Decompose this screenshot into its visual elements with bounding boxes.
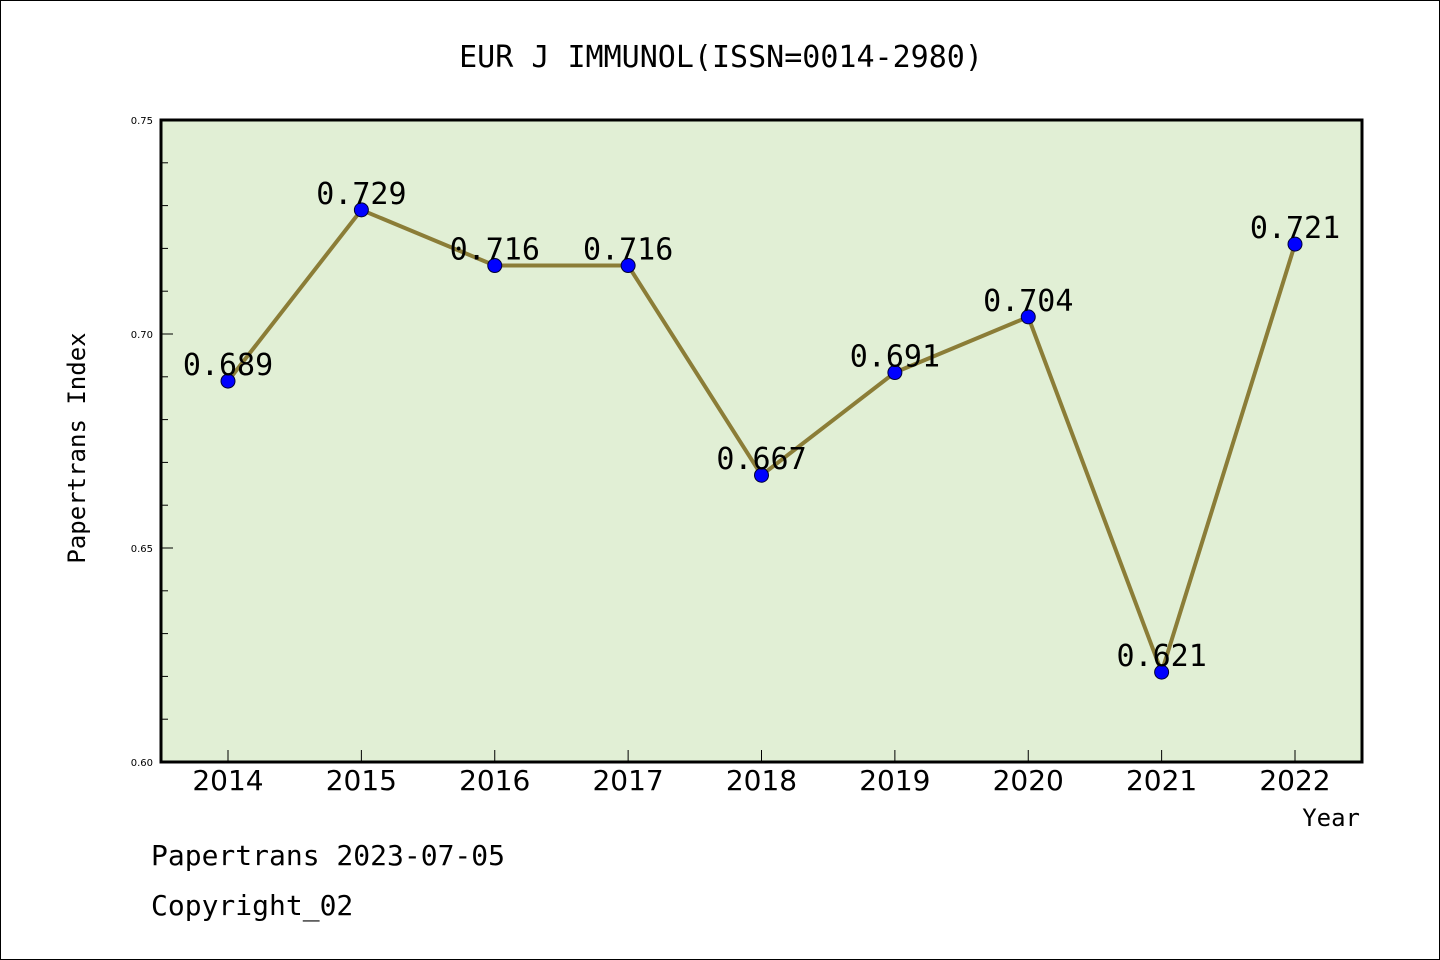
y-tick-label: 0.60 [131, 758, 153, 769]
x-tick-label: 2014 [192, 764, 263, 797]
x-tick-label: 2021 [1126, 764, 1197, 797]
data-label: 0.691 [850, 340, 940, 375]
data-point [487, 258, 503, 274]
data-point [620, 258, 636, 274]
y-tick-label: 0.75 [131, 116, 153, 127]
y-axis: 0.60 0.65 0.70 0.75 [131, 116, 173, 769]
data-point [1154, 664, 1170, 680]
data-label: 0.729 [316, 177, 406, 212]
x-tick-label: 2015 [326, 764, 397, 797]
x-tick-label: 2020 [993, 764, 1064, 797]
data-label: 0.721 [1250, 211, 1340, 246]
x-axis-label: Year [1302, 804, 1360, 832]
data-point [754, 467, 769, 483]
y-tick-label: 0.70 [131, 330, 153, 341]
data-label: 0.689 [183, 348, 273, 383]
x-tick-label: 2018 [726, 764, 797, 797]
x-tick-label: 2019 [859, 764, 930, 797]
series-line [220, 202, 1303, 680]
x-tick-label: 2016 [459, 764, 530, 797]
y-axis-label: Papertrans Index [63, 332, 91, 563]
data-point [1287, 236, 1303, 252]
data-label: 0.621 [1116, 639, 1206, 674]
data-label: 0.704 [983, 284, 1073, 319]
y-tick-label: 0.65 [131, 544, 153, 555]
x-tick-label: 2017 [592, 764, 663, 797]
x-tick-label: 2022 [1259, 764, 1330, 797]
data-labels: 0.689 0.729 0.716 0.716 0.667 0.691 0.704 0.621… [183, 177, 1340, 674]
data-point [887, 365, 903, 381]
data-label: 0.716 [450, 233, 540, 268]
footer-copyright: Copyright_02 [151, 889, 353, 923]
data-point [220, 373, 236, 389]
x-axis: 2014 2015 2016 2017 2018 2019 2020 2021 2022 [192, 750, 1331, 797]
data-label: 0.667 [716, 442, 806, 477]
plot-area [159, 118, 1364, 764]
data-point [1020, 309, 1036, 325]
data-point [353, 202, 369, 218]
data-label: 0.716 [583, 233, 673, 268]
footer-date: Papertrans 2023-07-05 [151, 839, 505, 872]
chart-title: EUR J IMMUNOL(ISSN=0014-2980) [459, 40, 983, 75]
